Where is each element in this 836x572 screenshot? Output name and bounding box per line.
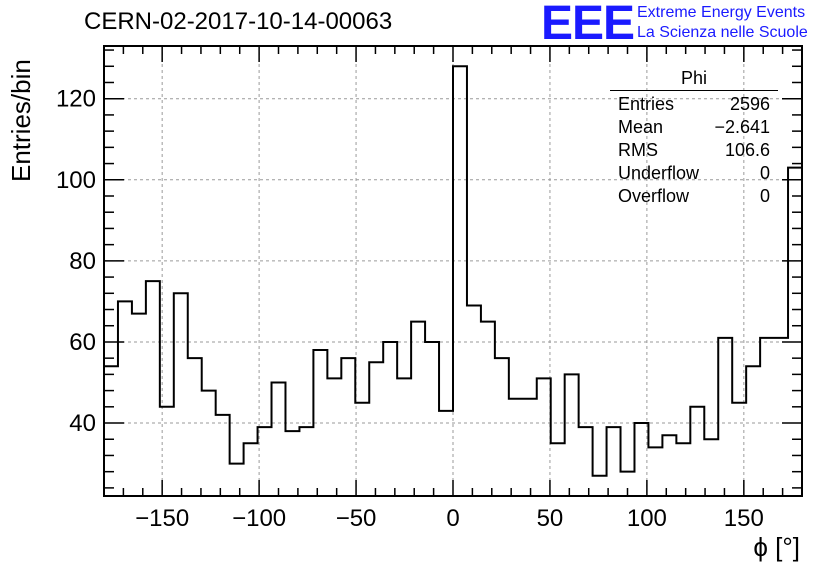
histogram-bin: [355, 403, 369, 496]
stats-box: Phi Entries 2596 Mean −2.641 RMS 106.6 U…: [610, 68, 778, 208]
histogram-bin: [676, 443, 690, 496]
histogram-bin: [118, 301, 132, 496]
histogram-bin: [760, 338, 774, 496]
histogram-bin: [704, 439, 718, 496]
chart-title: CERN-02-2017-10-14-00063: [84, 8, 393, 35]
histogram-bin: [551, 443, 565, 496]
histogram-bin: [146, 281, 160, 496]
stats-label: Mean: [618, 117, 664, 137]
histogram-bin: [662, 435, 676, 496]
stats-row-mean: Mean −2.641: [610, 116, 778, 139]
histogram-bin: [593, 476, 607, 496]
histogram-bin: [523, 399, 537, 496]
histogram-bin: [453, 66, 467, 496]
x-tick-label: −150: [135, 505, 189, 532]
histogram-bin: [579, 427, 593, 496]
logo-line-1: Extreme Energy Events: [637, 4, 806, 21]
histogram-bin: [648, 447, 662, 496]
histogram-bin: [439, 411, 453, 496]
histogram-bin: [774, 338, 788, 496]
histogram-bin: [607, 427, 621, 496]
histogram-bin: [565, 374, 579, 496]
histogram-bin: [132, 314, 146, 496]
x-axis-label: ϕ [°]: [753, 532, 800, 562]
histogram-bin: [272, 382, 286, 496]
histogram-bin: [202, 391, 216, 496]
x-tick-label: −50: [336, 505, 377, 532]
axis-ticks: [103, 46, 803, 496]
axis-tick-labels: −150 −100 −50 0 50 100 150 40 60 80 100 120: [56, 86, 764, 532]
histogram-bin: [244, 443, 258, 496]
stats-label: Underflow: [618, 163, 700, 183]
histogram-bin: [690, 407, 704, 496]
histogram-bin: [397, 378, 411, 496]
histogram-bin: [467, 305, 481, 496]
y-tick-label: 60: [69, 329, 96, 356]
y-tick-label: 120: [56, 86, 96, 113]
histogram-bin: [509, 399, 523, 496]
histogram-bin: [718, 338, 732, 496]
x-tick-label: 50: [537, 505, 564, 532]
stats-label: Overflow: [618, 186, 690, 206]
stats-label: RMS: [618, 140, 658, 160]
histogram-bin: [481, 322, 495, 496]
histogram-bin: [746, 366, 760, 496]
y-tick-label: 80: [69, 248, 96, 275]
stats-row-rms: RMS 106.6: [610, 139, 778, 162]
stats-row-underflow: Underflow 0: [610, 162, 778, 185]
logo-line-2: La Scienza nelle Scuole: [637, 24, 808, 41]
histogram-bin: [425, 342, 439, 496]
stats-label: Entries: [618, 94, 675, 114]
histogram-bin: [174, 293, 188, 496]
stats-value: 0: [759, 186, 770, 206]
stats-value: −2.641: [714, 117, 770, 137]
x-tick-label: −100: [232, 505, 286, 532]
y-tick-label: 100: [56, 167, 96, 194]
stats-value: 0: [759, 163, 770, 183]
histogram-bin: [411, 322, 425, 496]
histogram-outline: [104, 65, 802, 477]
x-tick-label: 0: [446, 505, 459, 532]
histogram-bin: [230, 464, 244, 496]
stats-row-overflow: Overflow 0: [610, 185, 778, 208]
histogram-bin: [216, 415, 230, 496]
eee-logo-text: EEE: [541, 0, 635, 50]
y-tick-label: 40: [69, 410, 96, 437]
y-axis-label: Entries/bin: [6, 59, 36, 182]
histogram-bin: [341, 358, 355, 496]
stats-box-name: Phi: [610, 68, 778, 91]
x-tick-label: 150: [724, 505, 764, 532]
histogram-bin: [313, 350, 327, 496]
histogram-bin: [299, 427, 313, 496]
histogram-bin: [383, 342, 397, 496]
histogram-bin: [537, 378, 551, 496]
x-tick-label: 100: [627, 505, 667, 532]
histogram-bin: [327, 378, 341, 496]
histogram-bin: [495, 358, 509, 496]
histogram-bin: [788, 168, 802, 496]
histogram-bin: [369, 362, 383, 496]
histogram-bin: [285, 431, 299, 496]
stats-row-entries: Entries 2596: [610, 93, 778, 116]
stats-value: 106.6: [724, 140, 770, 160]
histogram-bin: [104, 366, 118, 496]
histogram-bin: [188, 358, 202, 496]
stats-value: 2596: [729, 94, 770, 114]
